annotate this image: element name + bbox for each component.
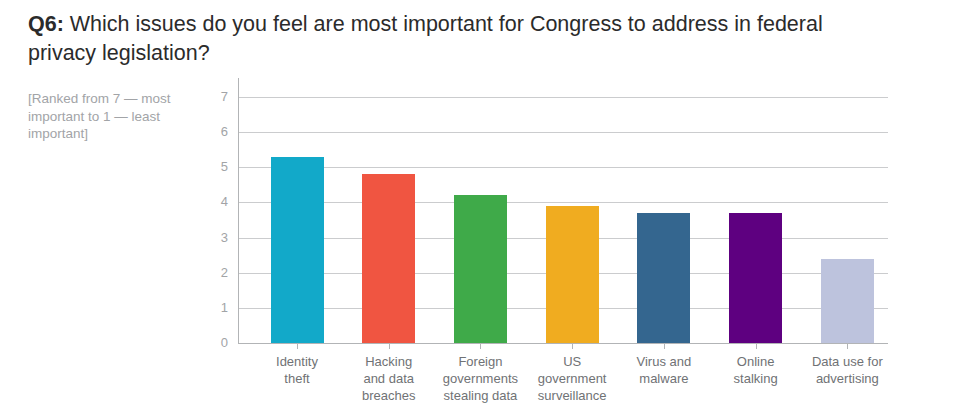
x-axis-tick — [756, 344, 757, 349]
gridline — [238, 167, 888, 168]
y-axis-tick-label: 7 — [182, 89, 228, 104]
x-axis-label-line: surveillance — [517, 387, 627, 404]
y-axis-tick-label: 1 — [182, 300, 228, 315]
question-title-line2: privacy legislation? — [28, 39, 940, 68]
x-axis-tick — [847, 344, 848, 349]
x-axis-line — [238, 343, 888, 344]
question-title-text: Which issues do you feel are most import… — [70, 12, 823, 36]
ranking-note-line: [Ranked from 7 — most — [28, 90, 208, 108]
x-axis-label: Data use foradvertising — [792, 353, 902, 387]
question-title-line1: Q6: Which issues do you feel are most im… — [28, 10, 940, 39]
gridline — [238, 132, 888, 133]
question-number: Q6: — [28, 12, 64, 36]
bar — [821, 259, 874, 343]
y-axis-line — [238, 78, 239, 343]
survey-question-figure: Q6: Which issues do you feel are most im… — [0, 0, 958, 405]
y-axis-tick-label: 4 — [182, 194, 228, 209]
bar — [362, 174, 415, 343]
ranking-note-line: important to 1 — least — [28, 108, 208, 126]
y-axis-tick-label: 0 — [182, 335, 228, 350]
gridline — [238, 202, 888, 203]
ranking-note: [Ranked from 7 — most important to 1 — l… — [28, 90, 208, 143]
x-axis-tick — [297, 344, 298, 349]
x-axis-tick — [389, 344, 390, 349]
y-axis-tick-label: 6 — [182, 124, 228, 139]
x-axis-label-line: Data use for — [792, 353, 902, 370]
x-axis-tick — [572, 344, 573, 349]
question-title: Q6: Which issues do you feel are most im… — [28, 10, 940, 67]
x-axis-tick — [480, 344, 481, 349]
y-axis-tick-label: 2 — [182, 265, 228, 280]
x-axis-tick — [664, 344, 665, 349]
x-axis-label-line: advertising — [792, 370, 902, 387]
bar — [271, 157, 324, 343]
bar — [546, 206, 599, 343]
bar — [454, 195, 507, 343]
ranking-note-line: important] — [28, 125, 208, 143]
gridline — [238, 97, 888, 98]
y-axis-tick-label: 5 — [182, 159, 228, 174]
y-axis-tick-label: 3 — [182, 230, 228, 245]
bar — [729, 213, 782, 343]
bar — [637, 213, 690, 343]
